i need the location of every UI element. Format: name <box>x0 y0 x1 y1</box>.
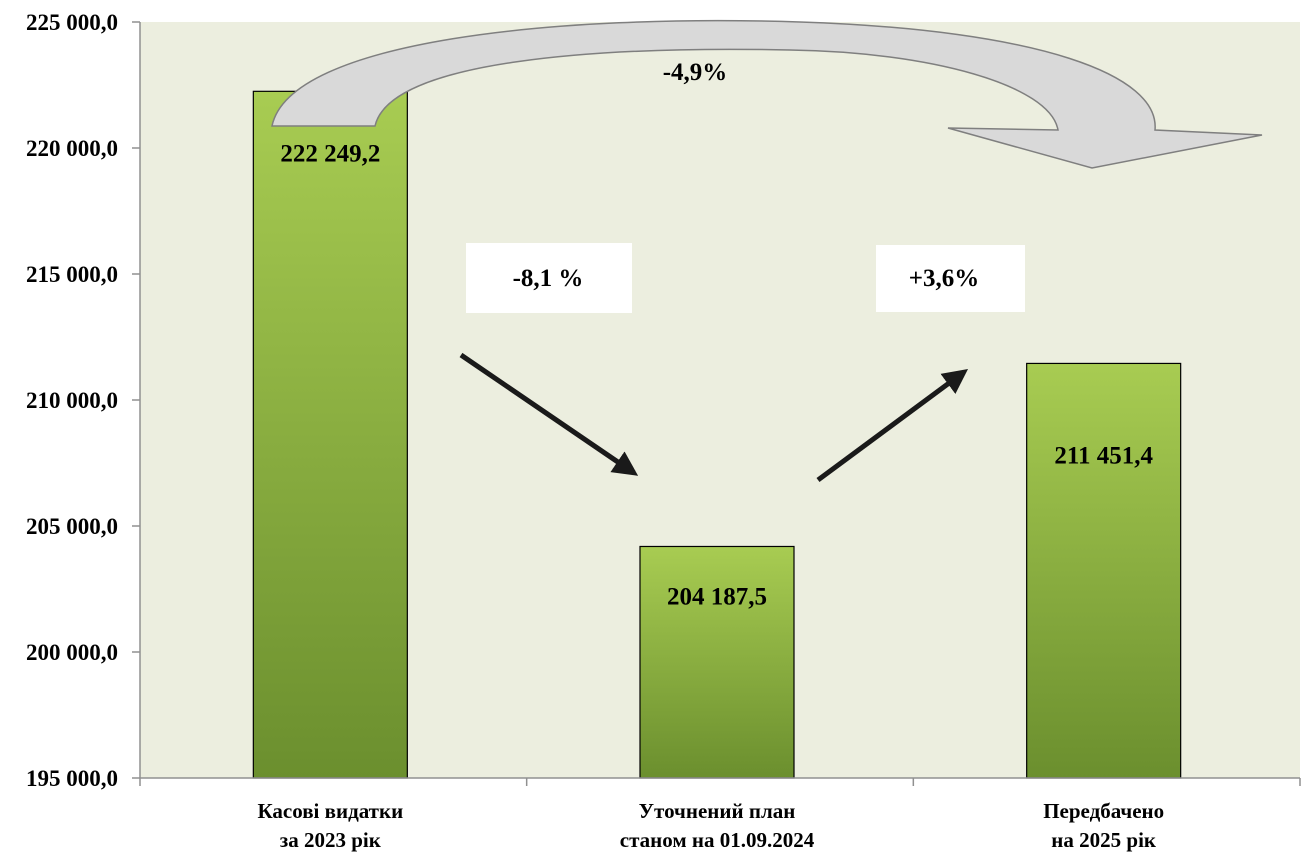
annotation-2023-2024: -8,1 % <box>513 265 584 292</box>
bar-value-label: 204 187,5 <box>667 583 767 610</box>
x-tick-label: Передбачено <box>1043 799 1164 823</box>
x-tick-label: Уточнений план <box>639 799 796 823</box>
y-tick-label: 200 000,0 <box>26 640 118 665</box>
x-tick-label: на 2025 рік <box>1051 828 1157 852</box>
bar <box>252 90 408 779</box>
y-axis-ticks: 195 000,0 200 000,0 205 000,0 210 000,0 215 … <box>26 10 140 791</box>
annotation-2024-2025: +3,6% <box>909 265 980 292</box>
arrow-up <box>816 369 969 483</box>
y-tick-label: 195 000,0 <box>26 766 118 791</box>
axes <box>139 22 1301 786</box>
x-tick-label: Касові видатки <box>257 799 403 823</box>
annotation-box-2023-2024 <box>466 243 632 313</box>
y-tick-label: 215 000,0 <box>26 262 118 287</box>
annotation-2023-2025: -4,9% <box>663 59 728 86</box>
bar <box>639 545 795 779</box>
arrow-down <box>459 352 639 476</box>
y-tick-label: 210 000,0 <box>26 388 118 413</box>
annotation-box-2024-2025 <box>876 245 1025 312</box>
big-curved-arrow <box>271 19 1263 169</box>
x-axis-labels: Касові видатки за 2023 рік Уточнений план с… <box>257 799 1164 852</box>
x-tick-label: за 2023 рік <box>280 828 382 852</box>
bar <box>1026 362 1182 779</box>
bar-value-label: 211 451,4 <box>1054 442 1153 469</box>
y-tick-label: 225 000,0 <box>26 10 118 35</box>
x-tick-label: станом на 01.09.2024 <box>620 828 815 852</box>
y-tick-label: 220 000,0 <box>26 136 118 161</box>
bar-value-label: 222 249,2 <box>280 140 380 167</box>
bars-group: 222 249,2 204 187,5 211 451,4 <box>252 90 1182 779</box>
y-tick-label: 205 000,0 <box>26 514 118 539</box>
